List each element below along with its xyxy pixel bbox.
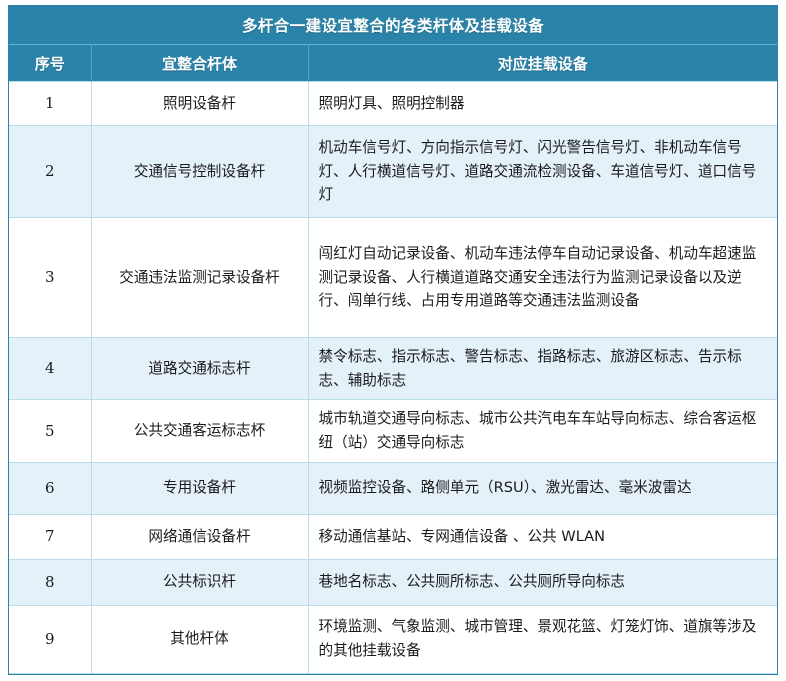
cell-row-number: 9 xyxy=(9,604,92,674)
cell-equipment-list: 巷地名标志、公共厕所标志、公共厕所导向标志 xyxy=(307,558,777,606)
table-title-row: 多杆合一建设宜整合的各类杆体及挂载设备 xyxy=(9,5,777,45)
cell-row-number: 3 xyxy=(9,217,92,338)
cell-pole-type: 交通信号控制设备杆 xyxy=(90,125,309,218)
pole-equipment-table: 多杆合一建设宜整合的各类杆体及挂载设备 序号 宜整合杆体 对应挂载设备 1 照明… xyxy=(9,5,777,674)
table-row: 6 专用设备杆 视频监控设备、路侧单元（RSU）、激光雷达、毫米波雷达 xyxy=(9,461,777,515)
cell-row-number: 4 xyxy=(9,336,92,401)
cell-row-number: 5 xyxy=(9,399,92,463)
cell-pole-type: 其他杆体 xyxy=(90,604,309,674)
column-header-equipment: 对应挂载设备 xyxy=(307,44,777,82)
table-header: 多杆合一建设宜整合的各类杆体及挂载设备 序号 宜整合杆体 对应挂载设备 xyxy=(9,5,777,82)
table-row: 4 道路交通标志杆 禁令标志、指示标志、警告标志、指路标志、旅游区标志、告示标志… xyxy=(9,336,777,401)
table-body: 1 照明设备杆 照明灯具、照明控制器 2 交通信号控制设备杆 机动车信号灯、方向… xyxy=(9,81,777,674)
cell-equipment-list: 闯红灯自动记录设备、机动车违法停车自动记录设备、机动车超速监测记录设备、人行横道… xyxy=(307,217,777,338)
table-row: 1 照明设备杆 照明灯具、照明控制器 xyxy=(9,81,777,126)
table-title: 多杆合一建设宜整合的各类杆体及挂载设备 xyxy=(9,5,777,45)
table-row: 5 公共交通客运标志杯 城市轨道交通导向标志、城市公共汽电车车站导向标志、综合客… xyxy=(9,399,777,463)
cell-row-number: 2 xyxy=(9,125,92,218)
cell-pole-type: 公共交通客运标志杯 xyxy=(90,399,309,463)
cell-pole-type: 交通违法监测记录设备杆 xyxy=(90,217,309,338)
cell-equipment-list: 城市轨道交通导向标志、城市公共汽电车车站导向标志、综合客运枢纽（站）交通导向标志 xyxy=(307,399,777,463)
column-header-pole: 宜整合杆体 xyxy=(90,44,309,82)
cell-equipment-list: 环境监测、气象监测、城市管理、景观花篮、灯笼灯饰、道旗等涉及的其他挂载设备 xyxy=(307,604,777,674)
cell-row-number: 1 xyxy=(9,81,92,126)
cell-pole-type: 网络通信设备杆 xyxy=(90,513,309,560)
table-row: 2 交通信号控制设备杆 机动车信号灯、方向指示信号灯、闪光警告信号灯、非机动车信… xyxy=(9,125,777,218)
cell-pole-type: 照明设备杆 xyxy=(90,81,309,126)
cell-equipment-list: 视频监控设备、路侧单元（RSU）、激光雷达、毫米波雷达 xyxy=(307,461,777,515)
table-row: 7 网络通信设备杆 移动通信基站、专网通信设备 、公共 WLAN xyxy=(9,513,777,560)
cell-pole-type: 道路交通标志杆 xyxy=(90,336,309,401)
cell-row-number: 8 xyxy=(9,558,92,606)
cell-equipment-list: 移动通信基站、专网通信设备 、公共 WLAN xyxy=(307,513,777,560)
cell-row-number: 7 xyxy=(9,513,92,560)
cell-pole-type: 专用设备杆 xyxy=(90,461,309,515)
table-column-header-row: 序号 宜整合杆体 对应挂载设备 xyxy=(9,44,777,82)
cell-equipment-list: 禁令标志、指示标志、警告标志、指路标志、旅游区标志、告示标志、辅助标志 xyxy=(307,336,777,401)
table-row: 3 交通违法监测记录设备杆 闯红灯自动记录设备、机动车违法停车自动记录设备、机动… xyxy=(9,217,777,338)
table-row: 9 其他杆体 环境监测、气象监测、城市管理、景观花篮、灯笼灯饰、道旗等涉及的其他… xyxy=(9,604,777,674)
cell-pole-type: 公共标识杆 xyxy=(90,558,309,606)
pole-equipment-table-container: 多杆合一建设宜整合的各类杆体及挂载设备 序号 宜整合杆体 对应挂载设备 1 照明… xyxy=(8,5,778,675)
table-row: 8 公共标识杆 巷地名标志、公共厕所标志、公共厕所导向标志 xyxy=(9,558,777,606)
column-header-no: 序号 xyxy=(9,44,92,82)
cell-equipment-list: 机动车信号灯、方向指示信号灯、闪光警告信号灯、非机动车信号灯、人行横道信号灯、道… xyxy=(307,125,777,218)
cell-row-number: 6 xyxy=(9,461,92,515)
cell-equipment-list: 照明灯具、照明控制器 xyxy=(307,81,777,126)
